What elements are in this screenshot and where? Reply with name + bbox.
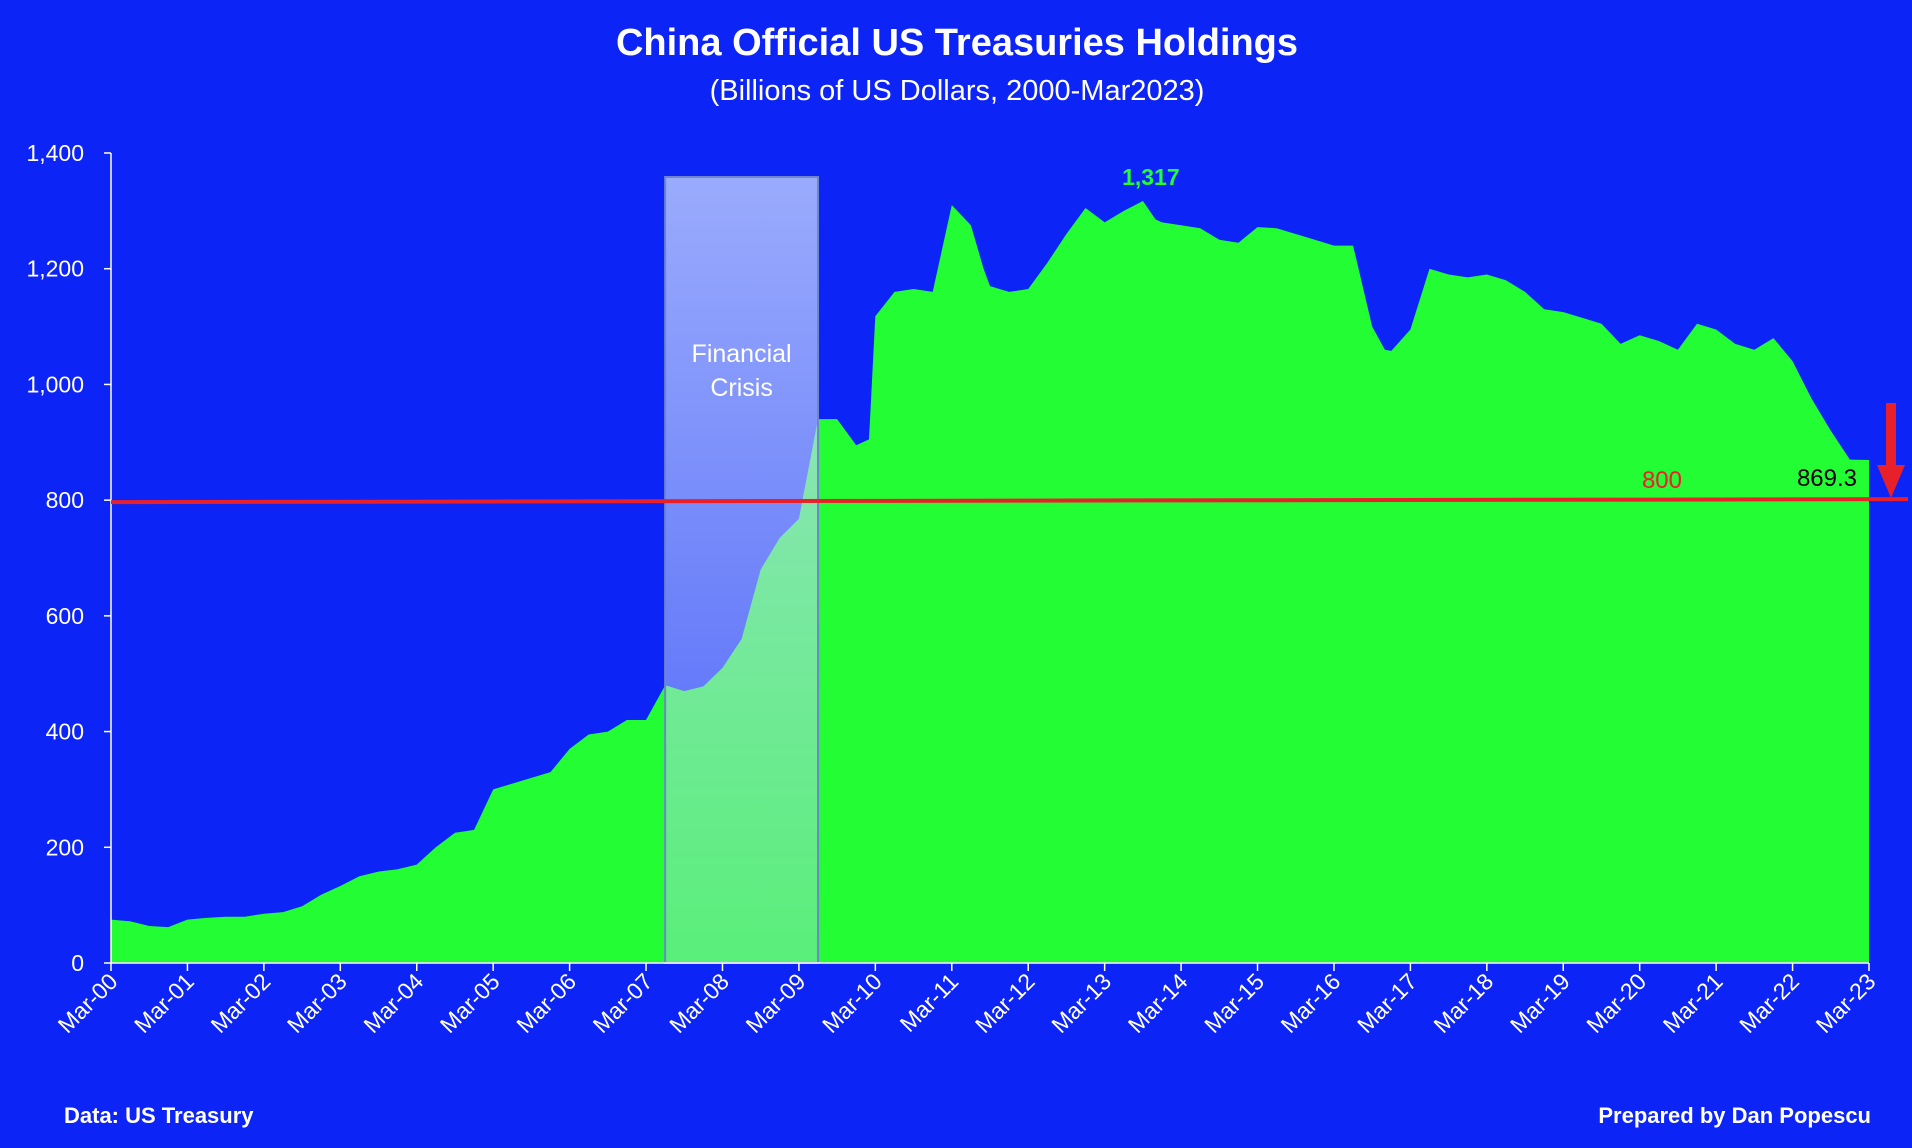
credit-note: Prepared by Dan Popescu — [1598, 1103, 1871, 1128]
crisis-label-line2: Crisis — [710, 374, 773, 402]
y-tick-label: 800 — [46, 487, 84, 513]
x-tick-label: Mar-18 — [1428, 968, 1498, 1038]
chart-subtitle: (Billions of US Dollars, 2000-Mar2023) — [710, 75, 1205, 107]
x-tick-label: Mar-09 — [741, 968, 811, 1038]
x-tick-label: Mar-19 — [1505, 968, 1575, 1038]
down-arrow-icon — [1877, 403, 1905, 498]
area-layer — [111, 201, 1869, 963]
last-value-label: 869.3 — [1797, 465, 1857, 492]
x-tick-label: Mar-02 — [206, 968, 276, 1038]
x-tick-label: Mar-12 — [970, 968, 1040, 1038]
x-tick-label: Mar-13 — [1046, 968, 1116, 1038]
crisis-band: Financial Crisis — [664, 176, 820, 964]
holdings-area — [111, 201, 1869, 963]
y-tick-label: 0 — [71, 950, 84, 976]
peak-value-label: 1,317 — [1122, 164, 1180, 190]
x-tick-label: Mar-15 — [1199, 968, 1269, 1038]
y-tick-label: 200 — [46, 834, 84, 860]
source-note: Data: US Treasury — [64, 1103, 254, 1128]
x-tick-label: Mar-22 — [1734, 968, 1804, 1038]
x-axis: Mar-00 Mar-01 Mar-02 Mar-03 Mar-04 Mar-05 Mar-… — [53, 968, 1881, 1038]
crisis-label-line1: Financial — [692, 340, 792, 368]
crisis-band-rect — [664, 176, 820, 964]
y-tick-label: 1,200 — [26, 256, 84, 282]
x-tick-label: Mar-06 — [511, 968, 581, 1038]
axes — [104, 152, 1870, 971]
x-tick-label: Mar-03 — [282, 968, 352, 1038]
y-tick-label: 1,000 — [26, 371, 84, 397]
y-tick-label: 600 — [46, 603, 84, 629]
x-tick-label: Mar-17 — [1352, 968, 1422, 1038]
y-tick-label: 400 — [46, 719, 84, 745]
y-tick-label: 1,400 — [26, 140, 84, 166]
y-axis: 0 200 400 600 800 1,000 1,200 1,400 — [26, 140, 84, 976]
x-tick-label: Mar-21 — [1658, 968, 1728, 1038]
annotations: 800 869.3 1,317 — [110, 164, 1909, 505]
x-tick-label: Mar-10 — [817, 968, 887, 1038]
x-tick-label: Mar-08 — [664, 968, 734, 1038]
x-tick-label: Mar-04 — [358, 968, 428, 1038]
x-tick-label: Mar-07 — [588, 968, 658, 1038]
reference-line-label: 800 — [1642, 467, 1682, 494]
x-tick-label: Mar-05 — [435, 968, 505, 1038]
x-tick-label: Mar-20 — [1581, 968, 1651, 1038]
x-tick-label: Mar-23 — [1811, 968, 1881, 1038]
x-tick-label: Mar-11 — [895, 968, 964, 1037]
x-tick-label: Mar-01 — [129, 968, 199, 1038]
x-tick-label: Mar-00 — [53, 968, 123, 1038]
x-tick-label: Mar-14 — [1123, 968, 1193, 1038]
x-tick-label: Mar-16 — [1276, 968, 1346, 1038]
chart-title: China Official US Treasuries Holdings — [616, 22, 1298, 64]
reference-line — [110, 497, 1909, 505]
